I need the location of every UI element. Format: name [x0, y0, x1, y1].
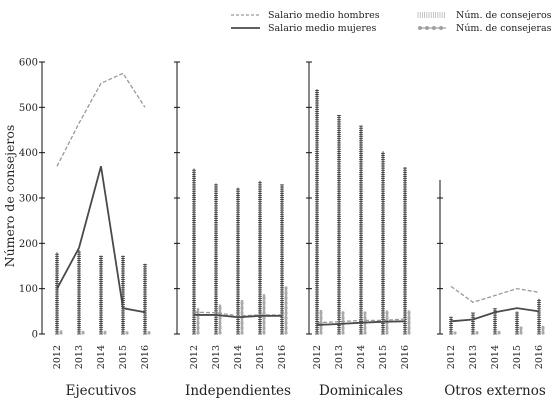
- line-salario-mujeres: [194, 314, 282, 319]
- y-axis-title: Número de consejeros: [2, 125, 17, 268]
- x-tick-label: 2012: [52, 345, 63, 369]
- x-tick-label: 2016: [534, 345, 545, 369]
- bar-consejeras: [81, 330, 85, 335]
- y-axis: [437, 179, 443, 335]
- legend: Salario medio hombres Salario medio muje…: [231, 10, 552, 34]
- bar-consejeros: [55, 252, 59, 335]
- x-tick-label: 2014: [96, 345, 107, 369]
- y-tick-labels: 0 100 200 300 400 500 600: [19, 58, 38, 341]
- bar-consejeros: [121, 255, 125, 335]
- bar-consejeras: [453, 331, 457, 335]
- y-axis: [39, 61, 45, 335]
- bar-consejeros: [381, 151, 385, 335]
- x-tick-label: 2016: [277, 345, 288, 369]
- bar-consejeros: [403, 167, 407, 335]
- bar-consejeras: [407, 310, 411, 335]
- bar-consejeros: [449, 316, 453, 335]
- x-tick-label: 2012: [446, 345, 457, 369]
- bar-consejeros: [214, 183, 218, 335]
- x-tick-label: 2013: [211, 345, 222, 369]
- y-tick-label: 300: [19, 194, 38, 205]
- x-tick-label: 2013: [74, 345, 85, 369]
- bar-consejeros: [258, 180, 262, 335]
- bar-consejeros: [471, 312, 475, 335]
- x-tick-label: 2016: [140, 345, 151, 369]
- bar-consejeros: [236, 187, 240, 335]
- panel-ejecutivos: 2012 2013 2014 2015 2016 Ejecutivos: [39, 61, 151, 399]
- line-salario-mujeres: [316, 320, 406, 326]
- bar-consejeras: [262, 294, 266, 335]
- bar-consejeros: [515, 311, 519, 335]
- line-salario-hombres: [193, 311, 282, 317]
- bar-consejeras: [284, 286, 288, 335]
- panels: 0 100 200 300 400 500 600 2012 2013 2014 2015 2016 E…: [19, 58, 546, 400]
- y-tick-label: 400: [19, 148, 38, 159]
- panel-title: Otros externos: [444, 383, 546, 399]
- x-tick-label: 2013: [334, 345, 345, 369]
- bar-consejeros: [192, 168, 196, 335]
- x-tick-label: 2012: [189, 345, 200, 369]
- bar-consejeras: [103, 330, 107, 335]
- panel-independientes: 2012 2013 2014 2015 2016 Independientes: [174, 61, 291, 399]
- legend-label-salario-mujeres: Salario medio mujeres: [268, 23, 377, 34]
- bar-consejeras: [541, 325, 545, 335]
- panel-title: Independientes: [185, 383, 291, 399]
- panel-title: Dominicales: [319, 383, 403, 399]
- bar-consejeros: [99, 255, 103, 335]
- bar-consejeras: [475, 331, 479, 335]
- x-tick-label: 2014: [233, 345, 244, 369]
- panel-dominicales: 2012 2013 2014 2015 2016 Dominicales: [306, 61, 411, 399]
- bar-consejeras: [218, 304, 222, 335]
- y-tick-label: 500: [19, 103, 38, 114]
- y-tick-label: 200: [19, 239, 38, 250]
- bar-consejeras: [519, 326, 523, 335]
- bar-consejeros: [280, 184, 284, 335]
- y-tick-label: 600: [19, 58, 38, 69]
- legend-label-consejeras: Núm. de consejeras: [456, 23, 552, 34]
- bar-consejeras: [497, 330, 501, 335]
- line-salario-hombres: [56, 72, 146, 167]
- legend-label-consejeros: Núm. de consejeros: [456, 10, 552, 21]
- bar-consejeras: [147, 331, 151, 335]
- x-tick-label: 2015: [118, 345, 129, 369]
- line-salario-hombres: [316, 318, 406, 324]
- y-tick-label: 0: [32, 330, 38, 341]
- panel-otros-externos: 2012 2013 2014 2015 2016 Otros externos: [437, 179, 546, 399]
- panel-title: Ejecutivos: [66, 383, 137, 399]
- bar-consejeras: [196, 308, 200, 335]
- line-salario-mujeres: [56, 166, 146, 314]
- y-axis: [174, 61, 180, 335]
- bar-consejeros: [143, 263, 147, 335]
- x-tick-label: 2015: [255, 345, 266, 369]
- x-tick-label: 2014: [490, 345, 501, 369]
- bar-consejeros: [337, 115, 341, 335]
- x-tick-label: 2016: [400, 345, 411, 369]
- y-tick-label: 100: [19, 284, 38, 295]
- x-tick-label: 2013: [468, 345, 479, 369]
- legend-swatch-consejeros: [417, 12, 445, 18]
- legend-swatch-consejeras: [418, 26, 446, 30]
- line-salario-mujeres: [450, 307, 540, 323]
- x-tick-label: 2012: [312, 345, 323, 369]
- bar-consejeras: [125, 331, 129, 335]
- bar-consejeros: [359, 125, 363, 335]
- legend-label-salario-hombres: Salario medio hombres: [268, 10, 380, 21]
- y-axis: [306, 61, 312, 335]
- line-salario-hombres: [450, 285, 540, 303]
- x-tick-label: 2015: [512, 345, 523, 369]
- x-tick-label: 2015: [378, 345, 389, 369]
- bar-consejeros: [77, 250, 81, 335]
- bar-consejeras: [59, 330, 63, 335]
- bar-consejeros: [537, 298, 541, 335]
- bar-consejeros: [315, 89, 319, 335]
- x-tick-label: 2014: [356, 345, 367, 369]
